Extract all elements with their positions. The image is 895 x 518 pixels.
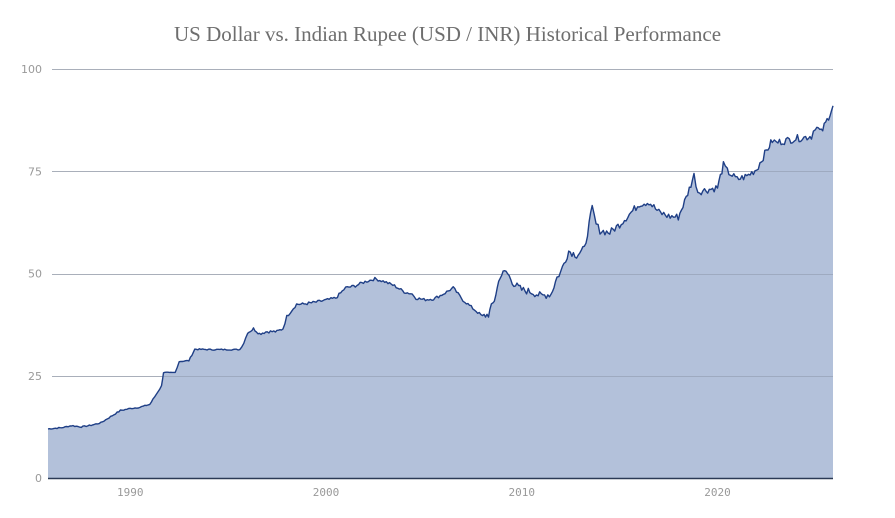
x-tick-label: 2020 [704, 486, 731, 499]
x-tick-label: 2000 [313, 486, 340, 499]
y-tick-label: 0 [35, 472, 42, 485]
y-axis-labels: 0 25 50 75 100 [21, 63, 42, 485]
x-axis-labels: 1990 2000 2010 2020 [117, 486, 731, 499]
y-tick-label: 50 [28, 268, 42, 281]
area-fill [48, 105, 833, 479]
x-tick-label: 2010 [508, 486, 535, 499]
x-tick-label: 1990 [117, 486, 144, 499]
chart-title: US Dollar vs. Indian Rupee (USD / INR) H… [173, 22, 722, 46]
y-tick-label: 25 [28, 370, 42, 383]
y-tick-label: 75 [28, 165, 42, 178]
gridlines-overlay [52, 69, 833, 377]
y-tick-label: 100 [21, 63, 42, 76]
series-line [47, 105, 834, 430]
